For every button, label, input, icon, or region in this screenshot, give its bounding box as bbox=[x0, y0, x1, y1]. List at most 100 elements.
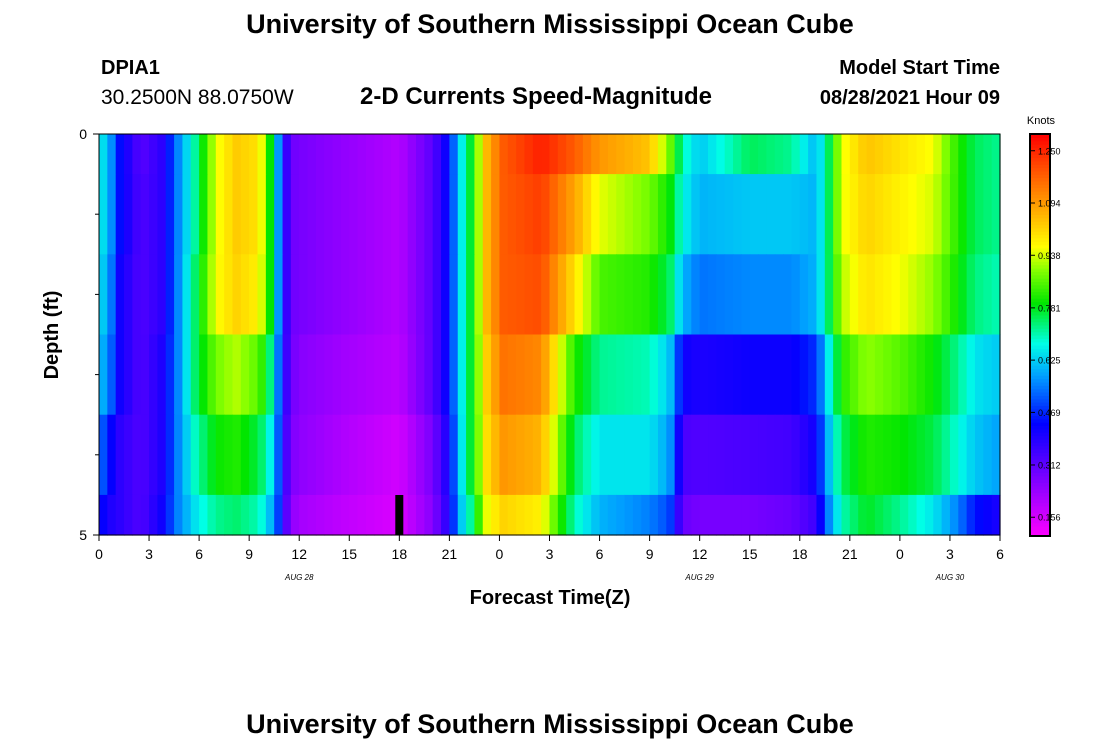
colorbar-swatch bbox=[1030, 378, 1050, 383]
heatmap-cell bbox=[791, 174, 801, 255]
heatmap-cell bbox=[758, 414, 767, 496]
heatmap-cell bbox=[340, 334, 350, 416]
heatmap-cell bbox=[724, 134, 734, 175]
colorbar-swatch bbox=[1030, 331, 1050, 336]
heatmap-cell bbox=[332, 494, 342, 536]
heatmap-cell bbox=[499, 254, 509, 336]
heatmap-cell bbox=[816, 254, 826, 336]
heatmap-cell bbox=[674, 134, 684, 175]
heatmap-cell bbox=[315, 334, 325, 416]
colorbar-swatch bbox=[1030, 479, 1050, 483]
heatmap-cell bbox=[207, 414, 217, 496]
heatmap-cell bbox=[933, 414, 943, 496]
heatmap-cell bbox=[774, 254, 784, 336]
heatmap-cell bbox=[657, 254, 667, 336]
heatmap-cell bbox=[99, 174, 108, 255]
heatmap-cell bbox=[132, 414, 142, 496]
heatmap-cell bbox=[991, 494, 1001, 536]
colorbar-swatch bbox=[1030, 244, 1050, 249]
heatmap-cell bbox=[816, 174, 826, 255]
heatmap-cell bbox=[424, 494, 434, 536]
heatmap-cell bbox=[791, 254, 801, 336]
colorbar-swatch bbox=[1030, 154, 1050, 159]
colorbar-swatch bbox=[1030, 278, 1050, 282]
heatmap-cell bbox=[841, 334, 851, 416]
colorbar-swatch bbox=[1030, 247, 1050, 252]
heatmap-cell bbox=[374, 414, 384, 496]
heatmap-cell bbox=[491, 134, 501, 175]
colorbar: 0.156 0.312 0.469 0.625 0.781 0.938 1.094 1.250 bbox=[1029, 133, 1061, 537]
colorbar-swatch bbox=[1030, 224, 1050, 229]
colorbar-swatch bbox=[1030, 472, 1050, 477]
heatmap-cell bbox=[257, 334, 267, 416]
heatmap-cell bbox=[507, 334, 517, 416]
heatmap-cell bbox=[858, 174, 868, 255]
colorbar-swatch bbox=[1030, 167, 1050, 172]
x-axis-label: Forecast Time(Z) bbox=[470, 587, 631, 609]
colorbar-swatch bbox=[1030, 201, 1050, 205]
heatmap-cell bbox=[557, 174, 567, 255]
heatmap-cell bbox=[299, 414, 309, 496]
heatmap-cell bbox=[174, 134, 184, 175]
colorbar-swatch bbox=[1030, 298, 1050, 303]
footer-title: University of Southern Mississippi Ocean… bbox=[246, 709, 854, 739]
heatmap-cell bbox=[132, 494, 142, 536]
heatmap-cell bbox=[582, 414, 592, 496]
heatmap-cell bbox=[207, 334, 217, 416]
heatmap-cell bbox=[849, 334, 859, 416]
heatmap-cell bbox=[174, 334, 184, 416]
colorbar-tick-label: 1.250 bbox=[1038, 146, 1061, 156]
heatmap-cell bbox=[983, 134, 993, 175]
heatmap-cell bbox=[299, 494, 309, 536]
heatmap-cell bbox=[349, 494, 359, 536]
heatmap-cell bbox=[941, 134, 951, 175]
heatmap-cell bbox=[524, 174, 534, 255]
heatmap-cell bbox=[824, 414, 834, 496]
heatmap-cell bbox=[407, 494, 417, 536]
heatmap-cell bbox=[716, 254, 726, 336]
heatmap-cell bbox=[883, 494, 893, 536]
heatmap-cell bbox=[966, 334, 976, 416]
colorbar-swatch bbox=[1030, 288, 1050, 293]
colorbar-swatch bbox=[1030, 321, 1050, 326]
heatmap-cell bbox=[758, 174, 767, 255]
heatmap-cell bbox=[841, 174, 851, 255]
heatmap-cell bbox=[916, 174, 926, 255]
colorbar-swatch bbox=[1030, 385, 1050, 390]
heatmap-cell bbox=[858, 254, 868, 336]
heatmap-cell bbox=[190, 494, 200, 536]
heatmap-cell bbox=[874, 334, 884, 416]
heatmap-cell bbox=[674, 254, 684, 336]
heatmap-cell bbox=[466, 334, 476, 416]
heatmap-cell bbox=[299, 254, 309, 336]
heatmap-cell bbox=[824, 174, 834, 255]
colorbar-swatch bbox=[1030, 194, 1050, 199]
heatmap-cell bbox=[140, 254, 150, 336]
heatmap-cell bbox=[424, 254, 434, 336]
x-tick-label: 21 bbox=[442, 546, 458, 562]
heatmap-cell bbox=[432, 174, 442, 255]
heatmap-cell bbox=[224, 494, 234, 536]
heatmap-cell bbox=[716, 174, 726, 255]
heatmap-cell bbox=[232, 174, 242, 255]
colorbar-swatch bbox=[1030, 388, 1050, 393]
heatmap-cell bbox=[491, 334, 501, 416]
colorbar-swatch bbox=[1030, 375, 1050, 380]
heatmap-cell bbox=[357, 134, 367, 175]
heatmap-cell bbox=[407, 334, 417, 416]
heatmap-cell bbox=[357, 494, 367, 536]
colorbar-swatch bbox=[1030, 489, 1050, 494]
heatmap-cell bbox=[891, 174, 901, 255]
heatmap-cell bbox=[491, 174, 501, 255]
heatmap-cell bbox=[491, 494, 501, 536]
heatmap-cell bbox=[916, 494, 926, 536]
heatmap-cell bbox=[182, 174, 192, 255]
colorbar-swatch bbox=[1030, 157, 1050, 162]
heatmap-cell bbox=[724, 334, 734, 416]
heatmap-cell bbox=[908, 134, 918, 175]
heatmap-cell bbox=[682, 174, 692, 255]
heatmap-cell bbox=[390, 334, 400, 416]
x-tick-label: 3 bbox=[145, 546, 153, 562]
heatmap-cell bbox=[591, 414, 601, 496]
heatmap-cell bbox=[541, 254, 551, 336]
